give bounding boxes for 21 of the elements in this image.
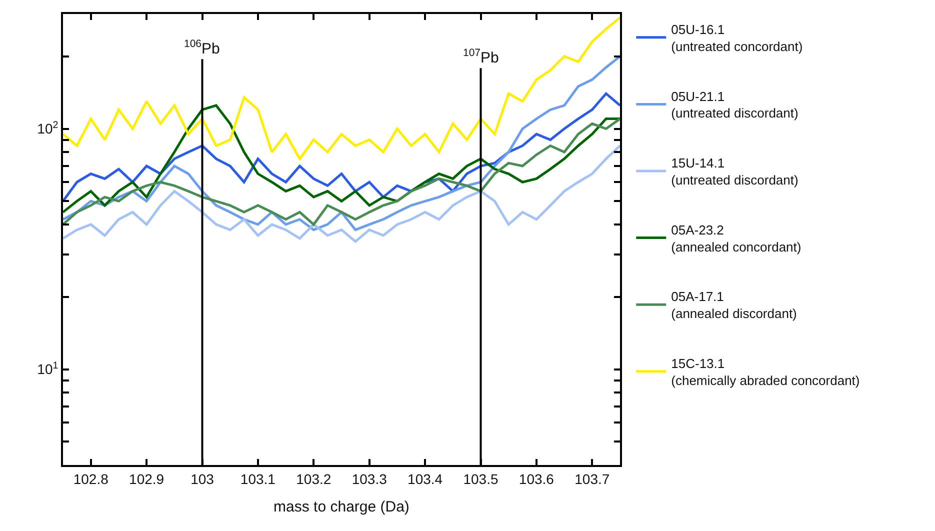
x-tick-label: 103.3: [352, 470, 388, 487]
x-tick-label: 102.8: [73, 470, 109, 487]
legend-label: 15C-13.1 (chemically abraded concordant): [671, 356, 860, 388]
legend-label: 05A-23.2 (annealed concordant): [671, 222, 802, 254]
x-tick-label: 103.7: [574, 470, 610, 487]
x-tick-label: 103.2: [296, 470, 332, 487]
x-tick-label: 103.5: [463, 470, 498, 487]
x-tick-label: 103: [190, 470, 214, 487]
x-tick-label: 102.9: [129, 470, 164, 487]
legend-label: 15U-14.1 (untreated discordant): [671, 156, 798, 188]
legend-label: 05U-16.1 (untreated concordant): [671, 22, 803, 54]
ref-line-label: $^{107}$Pb: [463, 47, 499, 66]
x-tick-label: 103.6: [518, 470, 554, 487]
x-axis-title: mass to charge (Da): [274, 498, 410, 516]
x-tick-label: 103.4: [408, 470, 443, 487]
x-tick-label: 103.1: [240, 470, 276, 487]
y-tick-label: 10$^{1}$: [37, 360, 58, 378]
legend-label: 05U-21.1 (untreated discordant): [671, 88, 798, 121]
ref-line-label: $^{106}$Pb: [184, 38, 220, 58]
legend-label: 05A-17.1 (annealed discordant): [671, 289, 797, 322]
y-tick-label: 10$^{2}$: [37, 120, 58, 137]
